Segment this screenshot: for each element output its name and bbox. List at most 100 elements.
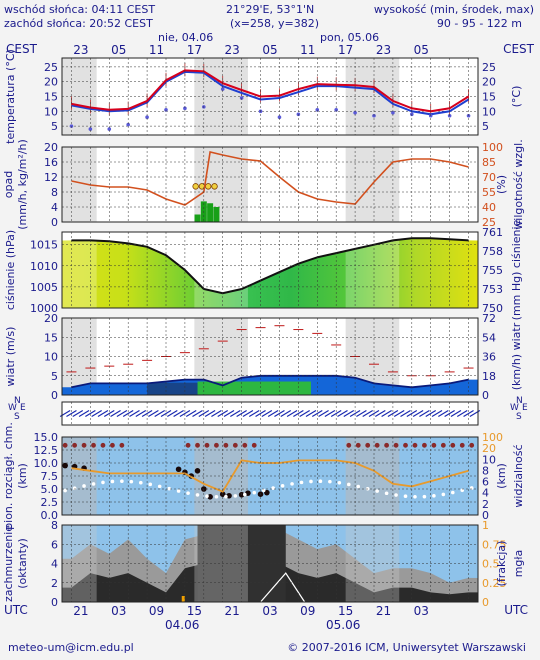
wind-direction-arrow — [293, 409, 304, 418]
top-hour-label: 05 — [262, 43, 277, 57]
wind-direction-arrow — [412, 409, 424, 418]
cloud-base-marker — [175, 466, 182, 473]
bottom-date-2: 05.06 — [326, 618, 361, 632]
fog-axis-label-2: mgła — [512, 550, 525, 578]
wind-tick-right: 0 — [482, 389, 489, 402]
wind-direction-arrow — [255, 409, 266, 418]
cloudbase-tick-left: 5.0 — [41, 483, 59, 496]
utc-label-right: UTC — [504, 603, 528, 617]
bottom-hour-label: 09 — [149, 604, 164, 618]
cloud-top-marker — [403, 442, 408, 448]
date-label-2: pon, 05.06 — [320, 31, 380, 44]
visibility-dot — [195, 493, 200, 497]
temperature-tick-right: 15 — [482, 91, 496, 104]
top-hour-label: 23 — [225, 43, 240, 57]
visibility-dot — [328, 479, 332, 484]
cloud-base-marker — [226, 492, 232, 499]
top-hour-label: 23 — [376, 43, 391, 57]
wind-direction-arrow — [116, 409, 128, 418]
cloud-base-marker — [207, 494, 213, 500]
visibility-dot — [346, 482, 351, 487]
wind-direction-arrow — [129, 409, 140, 418]
dew-point-dot — [164, 108, 168, 112]
wind-direction-arrow — [223, 409, 235, 418]
visibility-dot — [205, 494, 209, 498]
visibility-tick-right: 0 — [482, 509, 489, 522]
cloud-top-marker — [393, 442, 399, 448]
cloud-top-marker — [62, 442, 68, 448]
tz-label-left: CEST — [6, 42, 37, 56]
sunset-text: zachód słońca: 20:52 CEST — [4, 17, 153, 30]
visibility-tick-right: 2 — [482, 498, 489, 511]
visibility-dot — [309, 479, 313, 484]
wind-direction-arrow — [267, 409, 279, 418]
humidity-tick-right: 70 — [482, 171, 496, 184]
cloud-top-marker — [185, 442, 191, 448]
visibility-dot — [280, 484, 285, 488]
precip-bar — [194, 214, 201, 222]
wind-direction-arrow — [431, 409, 443, 418]
wind-direction-arrow — [72, 409, 84, 418]
altitude-title: wysokość (min, środek, max) — [373, 3, 534, 16]
wind-direction-arrow — [463, 409, 474, 418]
dew-point-dot — [315, 108, 320, 112]
wind-direction-arrow — [261, 409, 273, 418]
fog-marker — [181, 596, 185, 602]
wind-direction-arrow — [286, 409, 298, 418]
top-hour-label: 05 — [111, 43, 126, 57]
wind-direction-arrow — [230, 409, 241, 418]
wind-direction-arrow — [387, 409, 399, 418]
cloud-base-marker — [194, 468, 201, 474]
compass-s-right: S — [516, 412, 522, 422]
pressure-tick-right: 755 — [482, 264, 503, 277]
visibility-dot — [242, 492, 247, 497]
visibility-dot — [460, 488, 465, 493]
visibility-tick-right: 8 — [482, 464, 489, 477]
precip-axis-label-1: opad — [2, 171, 15, 198]
cloudbase-tick-left: 2.5 — [41, 496, 59, 509]
wind-direction-arrow — [438, 409, 449, 418]
cloudbase-tick-left: 15.0 — [34, 431, 59, 444]
visibility-tick-right: 6 — [482, 476, 489, 489]
visibility-dot — [394, 493, 398, 497]
temperature-tick-left: 10 — [44, 105, 58, 118]
pressure-tick-right: 761 — [482, 226, 503, 239]
precip-tick-left: 8 — [51, 186, 58, 199]
temperature-tick-left: 20 — [44, 76, 58, 89]
pressure-panel-frame — [61, 231, 479, 309]
wind-direction-arrow — [211, 409, 222, 418]
cloud-top-marker — [355, 442, 361, 448]
wind-axis-label-right: (km/h) wiatr — [510, 322, 523, 390]
cloud-top-marker — [251, 442, 257, 448]
visibility-tick-right: 4 — [482, 487, 489, 500]
coordinates-text: 21°29'E, 53°1'N — [226, 3, 315, 16]
top-hour-label: 17 — [187, 43, 202, 57]
wind-direction-arrow — [406, 409, 418, 418]
humidity-tick-right: 40 — [482, 201, 496, 214]
humidity-tick-right: 55 — [482, 186, 496, 199]
clouds-axis-label-1: zachmurzenie — [2, 525, 15, 602]
cloud-top-marker — [422, 442, 427, 448]
wind-dark-segment — [147, 382, 198, 395]
visibility-dot — [375, 489, 379, 493]
pressure-tick-right: 750 — [482, 302, 503, 315]
visibility-dot — [138, 480, 143, 485]
precip-type-marker — [205, 183, 212, 190]
wind-direction-arrow — [393, 409, 405, 418]
footer-email[interactable]: meteo-um@icm.edu.pl — [8, 641, 134, 654]
wind-direction-arrow — [91, 409, 102, 418]
bottom-hour-label: 09 — [300, 604, 315, 618]
bottom-hour-label: 15 — [187, 604, 202, 618]
clouds-panel-frame — [61, 524, 479, 603]
wind-direction-arrow — [425, 409, 437, 418]
visibility-dot — [110, 479, 115, 484]
visibility-dot — [413, 494, 417, 499]
top-hour-label: 17 — [338, 43, 353, 57]
cloud-tick-left: 4 — [51, 558, 58, 571]
cloud-top-marker — [440, 442, 446, 448]
top-hour-label: 11 — [149, 43, 164, 57]
humidity-tick-right: 25 — [482, 216, 496, 229]
visibility-dot — [422, 494, 427, 499]
visibility-axis-label-2: widzialność — [512, 444, 525, 507]
